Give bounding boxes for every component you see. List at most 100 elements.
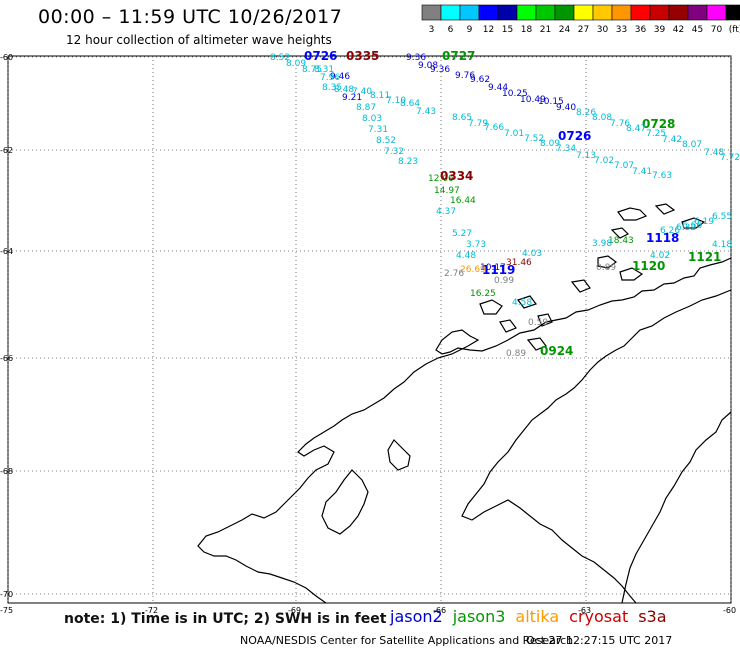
swh-value-label: 9.21 xyxy=(342,93,362,103)
swh-value-label: 3.98 xyxy=(592,239,612,249)
swh-value-label: 8.08 xyxy=(592,113,612,123)
pass-time-label: 0727 xyxy=(442,49,475,63)
satellite-legend: jason2 jason3 altika cryosat s3a xyxy=(390,607,677,626)
color-scale-label: 30 xyxy=(597,25,609,35)
swh-value-label: 9.62 xyxy=(470,75,490,85)
color-scale-label: 33 xyxy=(616,25,627,35)
bransfield-islands xyxy=(526,255,644,351)
color-scale-label: 3 xyxy=(429,25,435,35)
swh-value-label: 14.97 xyxy=(434,186,460,196)
swh-value-label: 8.26 xyxy=(576,108,596,118)
swh-value-label: 8.03 xyxy=(362,114,382,124)
color-scale-label: 27 xyxy=(578,25,589,35)
swh-value-label: 4.37 xyxy=(436,207,456,217)
swh-value-label: 4.48 xyxy=(456,251,476,261)
swh-value-label: 8.07 xyxy=(682,140,702,150)
longitude-label: -63 xyxy=(578,606,591,615)
swh-value-label: 0.89 xyxy=(596,263,616,273)
satellite-legend-item: altika xyxy=(515,607,560,626)
swh-value-label: 7.76 xyxy=(610,119,630,129)
swh-value-label: 8.31 xyxy=(314,65,334,75)
swh-value-label: 18.43 xyxy=(608,236,634,246)
swh-value-label: 26.69 xyxy=(460,265,486,275)
swh-value-label: 7.02 xyxy=(594,156,614,166)
page-title: 00:00 – 11:59 UTC 10/26/2017 xyxy=(38,6,343,28)
pass-time-label: 0726 xyxy=(558,129,591,143)
south-shetland-islands xyxy=(610,203,706,239)
swh-value-label: 8.09 xyxy=(286,59,306,69)
color-scale-label: 42 xyxy=(673,25,684,35)
color-swatch xyxy=(725,4,740,21)
color-scale-label: 24 xyxy=(559,25,571,35)
swh-value-label: 31.46 xyxy=(506,258,532,268)
latitude-label: -68 xyxy=(0,467,13,476)
swh-value-label: 6.19 xyxy=(694,217,714,227)
swh-value-label: 0.89 xyxy=(506,349,526,359)
pass-time-label: 1118 xyxy=(646,231,679,245)
swh-value-label: 3.73 xyxy=(466,240,486,250)
latitude-label: -66 xyxy=(0,354,13,363)
page-subtitle: 12 hour collection of altimeter wave hei… xyxy=(66,33,332,47)
swh-value-label: 10.49 xyxy=(520,95,546,105)
swh-value-label: 4.03 xyxy=(522,249,542,259)
color-scale-label: 12 xyxy=(483,25,494,35)
swh-value-label: 9.08 xyxy=(418,61,438,71)
longitude-label: -72 xyxy=(145,606,158,615)
swh-value-label: 8.52 xyxy=(376,136,396,146)
swh-value-label: 8.09 xyxy=(540,139,560,149)
swh-value-label: 0.99 xyxy=(494,276,514,286)
inland-coast xyxy=(621,411,732,604)
swh-value-label: 7.79 xyxy=(468,119,488,129)
color-scale-label: 39 xyxy=(654,25,666,35)
latitude-label: -70 xyxy=(0,590,13,599)
satellite-legend-item: s3a xyxy=(638,607,667,626)
pass-time-label: 1121 xyxy=(688,250,721,264)
color-scale-label: 15 xyxy=(502,25,513,35)
swh-value-label: 7.01 xyxy=(504,129,524,139)
longitude-label: -66 xyxy=(433,606,446,615)
swh-value-label: 12.06 xyxy=(428,174,454,184)
swh-value-label: 8.64 xyxy=(400,99,420,109)
swh-value-label: 8.75 xyxy=(302,65,322,75)
swh-value-label: 16.44 xyxy=(450,196,476,206)
pass-time-label: 1119 xyxy=(482,263,515,277)
pass-time-label: 0728 xyxy=(642,117,675,131)
swh-value-label: 6.26 xyxy=(660,226,680,236)
graticule xyxy=(7,56,732,603)
swh-value-label: 8.87 xyxy=(356,103,376,113)
swh-value-label: 8.11 xyxy=(370,91,390,101)
swh-value-label: 7.32 xyxy=(384,147,404,157)
map-frame xyxy=(7,55,732,604)
swh-value-label: 7.34 xyxy=(556,144,576,154)
swh-value-label: 2.76 xyxy=(444,269,464,279)
satellite-legend-item: jason3 xyxy=(452,607,506,626)
swh-value-label: 7.52 xyxy=(524,134,544,144)
swh-value-label: 8.52 xyxy=(270,53,290,63)
swh-value-label: 7.10 xyxy=(386,96,406,106)
pass-time-label: 0726 xyxy=(304,49,337,63)
swh-value-label: 7.31 xyxy=(368,125,388,135)
swh-value-label: 7.48 xyxy=(704,148,724,158)
color-scale-label: 6 xyxy=(448,25,454,35)
swh-value-label: 10.15 xyxy=(538,97,564,107)
credit-line: NOAA/NESDIS Center for Satellite Applica… xyxy=(240,634,574,647)
latitude-label: -62 xyxy=(0,146,13,155)
swh-value-label: 10.25 xyxy=(502,89,528,99)
generation-timestamp: Oct 27 12:27:15 UTC 2017 xyxy=(526,634,673,647)
swh-value-label: 7.63 xyxy=(652,171,672,181)
swh-value-label: 7.42 xyxy=(662,135,682,145)
swh-value-label: 7.96 xyxy=(320,73,340,83)
swh-value-label: 8.47 xyxy=(626,124,646,134)
swh-value-label: 7.25 xyxy=(646,129,666,139)
color-scale-label: 45 xyxy=(692,25,703,35)
alexander-island-coast xyxy=(321,469,369,535)
antarctic-peninsula-coast xyxy=(197,257,732,604)
swh-value-label: 8.48 xyxy=(334,85,354,95)
swh-value-label: 8.23 xyxy=(398,157,418,167)
swh-value-label: 7.07 xyxy=(614,161,634,171)
color-scale-label: (ft) xyxy=(729,25,740,35)
satellite-legend-item: jason2 xyxy=(390,607,443,626)
inner-sound-coast xyxy=(461,289,732,604)
